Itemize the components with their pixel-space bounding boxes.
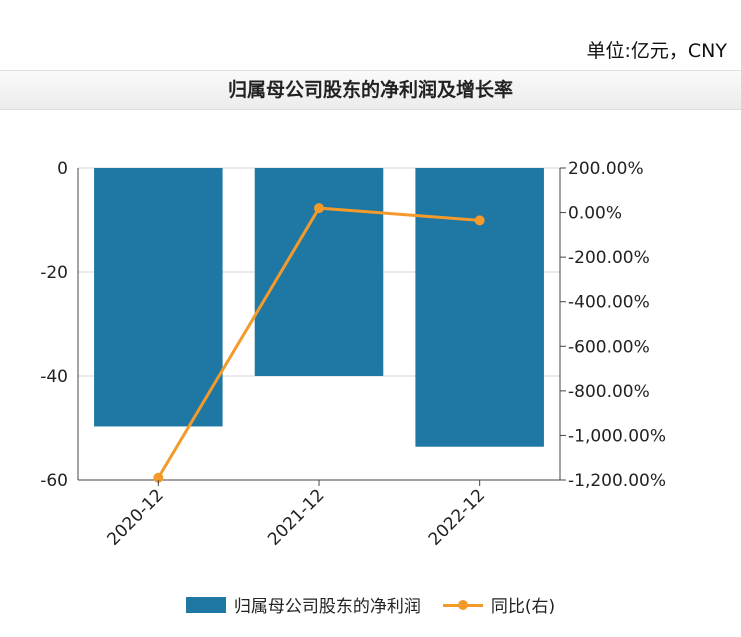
y-left-tick-label: -40 bbox=[40, 367, 68, 387]
legend-label-yoy: 同比(右) bbox=[490, 597, 556, 617]
unit-label: 单位:亿元，CNY bbox=[586, 40, 728, 62]
y-right-tick-label: -1,000.00% bbox=[568, 426, 666, 446]
y-right-tick-label: -1,200.00% bbox=[568, 471, 666, 491]
y-right-tick-label: -200.00% bbox=[568, 248, 650, 268]
bar-net-profit-2022-12[interactable] bbox=[415, 168, 544, 447]
legend-label-net-profit: 归属母公司股东的净利润 bbox=[233, 597, 421, 617]
y-right-tick-label: 0.00% bbox=[568, 204, 622, 224]
chart-title: 归属母公司股东的净利润及增长率 bbox=[0, 70, 741, 110]
y-right-tick-label: 200.00% bbox=[568, 159, 644, 179]
legend: 归属母公司股东的净利润 同比(右) bbox=[0, 592, 741, 617]
y-right-tick-label: -600.00% bbox=[568, 337, 650, 357]
legend-swatch-line bbox=[442, 597, 483, 613]
legend-item-yoy[interactable]: 同比(右) bbox=[442, 592, 556, 617]
point-yoy-2022-12[interactable] bbox=[474, 215, 485, 226]
y-right-tick-label: -400.00% bbox=[568, 293, 650, 313]
y-left-tick-label: -20 bbox=[40, 263, 68, 283]
x-tick-label: 2022-12 bbox=[425, 485, 489, 549]
x-tick-label: 2020-12 bbox=[104, 485, 168, 549]
y-left-tick-label: 0 bbox=[57, 159, 68, 179]
bar-net-profit-2021-12[interactable] bbox=[254, 168, 384, 376]
legend-swatch-bar bbox=[185, 596, 226, 613]
bar-net-profit-2020-12[interactable] bbox=[94, 168, 223, 427]
legend-item-net-profit[interactable]: 归属母公司股东的净利润 bbox=[185, 592, 421, 617]
point-yoy-2021-12[interactable] bbox=[314, 203, 324, 214]
y-left-tick-label: -60 bbox=[40, 471, 68, 491]
point-yoy-2020-12[interactable] bbox=[153, 472, 164, 483]
x-tick-label: 2021-12 bbox=[264, 485, 328, 549]
y-right-tick-label: -800.00% bbox=[568, 382, 650, 402]
